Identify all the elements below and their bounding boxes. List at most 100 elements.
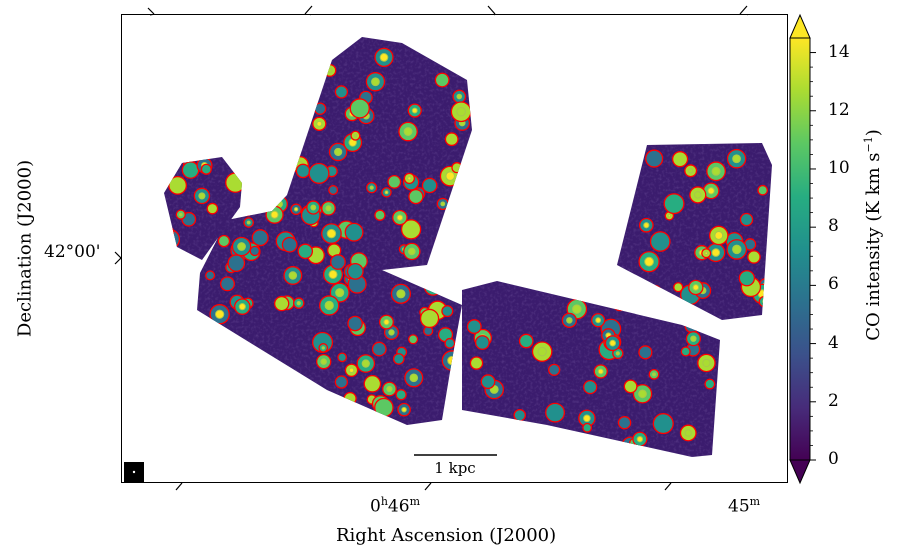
- emission-clump: [518, 333, 534, 349]
- emission-clump: [408, 334, 419, 345]
- emission-peak: [324, 300, 334, 311]
- emission-peak: [396, 289, 406, 299]
- emission-clump: [663, 193, 685, 215]
- emission-peak: [320, 358, 327, 365]
- emission-peak: [293, 207, 299, 212]
- emission-peak: [445, 171, 455, 181]
- emission-clump: [739, 212, 754, 227]
- emission-clump: [337, 352, 348, 363]
- emission-peak: [409, 373, 419, 383]
- emission-peak: [334, 147, 343, 157]
- emission-peak: [328, 269, 338, 280]
- emission-peak: [321, 346, 325, 350]
- emission-clump: [441, 305, 454, 318]
- emission-peak: [371, 77, 380, 87]
- emission-peak: [615, 351, 620, 356]
- emission-peak: [396, 214, 404, 221]
- emission-clump: [363, 374, 382, 393]
- emission-peak: [707, 187, 715, 195]
- emission-clump: [227, 254, 246, 272]
- emission-peak: [711, 166, 721, 176]
- emission-clump: [421, 177, 438, 194]
- emission-clump: [346, 262, 364, 280]
- emission-clump: [349, 98, 370, 119]
- emission-clump: [251, 229, 269, 247]
- emission-clump: [617, 416, 632, 430]
- emission-clump: [645, 149, 664, 168]
- emission-peak: [353, 133, 358, 138]
- emission-peak: [644, 256, 654, 267]
- emission-clump: [474, 335, 490, 350]
- beam-ellipse: [132, 470, 136, 474]
- emission-peak: [384, 190, 389, 195]
- emission-peak: [572, 304, 582, 314]
- emission-peak: [288, 271, 298, 280]
- emission-clump: [387, 174, 402, 189]
- emission-peak: [595, 317, 602, 324]
- emission-clump: [219, 276, 235, 292]
- emission-peak: [651, 372, 656, 377]
- emission-clump: [466, 319, 482, 335]
- colorbar-extend-min: [789, 459, 811, 485]
- emission-clump: [757, 184, 769, 196]
- emission-peak: [667, 214, 672, 218]
- emission-peak: [690, 335, 697, 342]
- emission-clump: [480, 374, 496, 390]
- emission-clump: [217, 234, 231, 248]
- emission-peak: [348, 367, 355, 374]
- emission-peak: [537, 346, 547, 357]
- emission-clump: [374, 209, 386, 221]
- emission-clump: [738, 270, 756, 287]
- x-axis-title: Right Ascension (J2000): [336, 525, 557, 546]
- emission-peak: [597, 368, 604, 375]
- emission-peak: [401, 406, 407, 413]
- emission-peak: [178, 212, 183, 217]
- emission-peak: [711, 248, 721, 257]
- emission-peak: [407, 176, 412, 181]
- emission-clump: [205, 270, 216, 281]
- colorbar-tick-label: 8: [828, 216, 839, 237]
- emission-peak: [214, 309, 225, 319]
- emission-peak: [692, 284, 700, 291]
- emission-peak: [407, 247, 416, 256]
- emission-peak: [636, 435, 644, 443]
- emission-peak: [732, 244, 742, 255]
- y-axis-title: Declination (J2000): [14, 159, 36, 338]
- emission-peak: [732, 154, 741, 164]
- emission-clump: [673, 282, 684, 293]
- emission-peak: [702, 358, 711, 368]
- x-tick-label-45m: 45m: [728, 495, 761, 517]
- colorbar-tick-label: 0: [828, 449, 839, 469]
- emission-peak: [310, 204, 317, 211]
- emission-peak: [566, 317, 573, 324]
- emission-clump: [652, 413, 674, 435]
- colorbar-extend-max: [789, 13, 811, 39]
- emission-clump: [281, 236, 298, 253]
- colorbar-tick-label: 2: [828, 390, 839, 411]
- emission-clump: [297, 243, 314, 260]
- emission-peak: [386, 385, 393, 393]
- emission-peak: [388, 329, 395, 336]
- emission-peak: [316, 120, 323, 127]
- emission-peak: [688, 168, 694, 174]
- emission-clump: [680, 346, 691, 357]
- colorbar-tick-label: 14: [828, 41, 850, 62]
- emission-peak: [704, 251, 709, 256]
- emission-clump: [395, 389, 407, 401]
- emission-clump: [371, 341, 387, 357]
- emission-clump: [328, 185, 339, 196]
- emission-clump: [419, 308, 440, 329]
- emission-peak: [326, 228, 337, 239]
- emission-peak: [694, 191, 702, 199]
- emission-peak: [246, 220, 251, 225]
- emission-peak: [638, 389, 647, 399]
- emission-clump: [444, 132, 459, 147]
- y-tick-label: 42°00': [44, 242, 101, 262]
- emission-peak: [335, 288, 345, 298]
- emission-peak: [369, 185, 374, 190]
- map-frame: 1 kpc: [121, 14, 788, 483]
- emission-clump: [582, 422, 593, 433]
- x-tick-label-0h46m: 0h46m: [370, 495, 420, 517]
- emission-peak: [411, 107, 418, 114]
